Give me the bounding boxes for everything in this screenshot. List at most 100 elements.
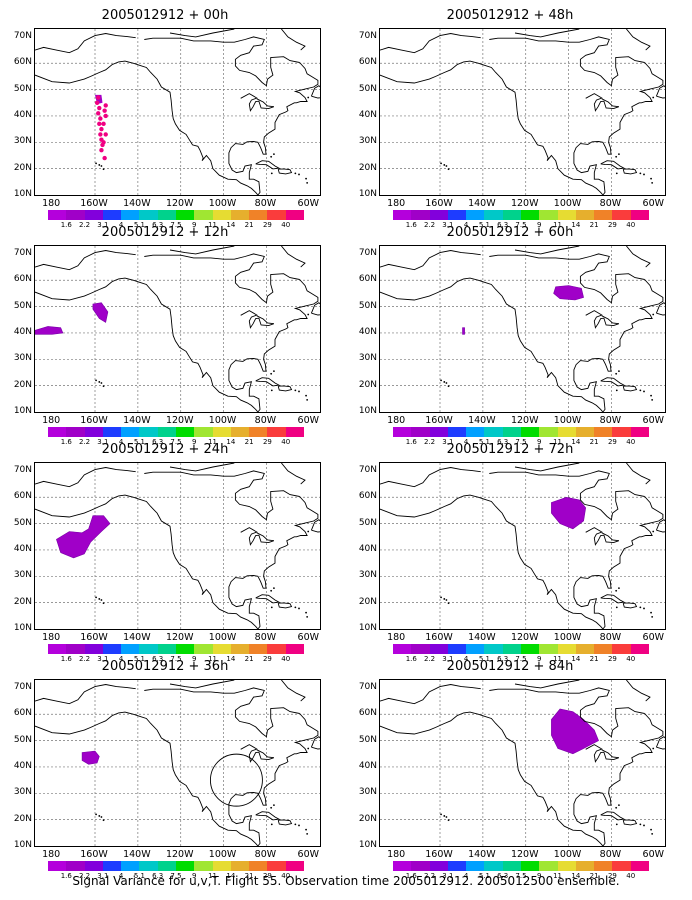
island bbox=[270, 389, 273, 392]
island bbox=[102, 819, 105, 822]
colorbar-label: 14 bbox=[571, 872, 581, 880]
colorbar-swatch bbox=[139, 427, 158, 437]
colorbar-swatch bbox=[66, 644, 85, 654]
lon-label: 100W bbox=[208, 632, 237, 643]
lon-label: 160W bbox=[80, 415, 108, 426]
island bbox=[447, 819, 450, 822]
island bbox=[652, 96, 655, 99]
lon-label: 60W bbox=[297, 632, 320, 643]
lat-label: 50N bbox=[358, 517, 377, 528]
colorbar-label: 9 bbox=[192, 221, 197, 229]
colorbar-swatch bbox=[393, 210, 412, 220]
coastline bbox=[600, 811, 626, 821]
colorbar-label: 14 bbox=[571, 655, 581, 663]
colorbar-label: 2.2 bbox=[423, 655, 436, 663]
coastline bbox=[35, 494, 259, 629]
colorbar-swatch bbox=[230, 644, 250, 654]
island bbox=[615, 389, 618, 392]
island bbox=[615, 155, 618, 158]
island bbox=[650, 394, 652, 397]
map-panel: 2005012912 + 36h 70N 60N 50N 40N 30N 20N 10N 180… bbox=[0, 659, 330, 880]
variance-area bbox=[56, 515, 111, 559]
colorbar-swatch bbox=[575, 210, 595, 220]
lon-label: 180 bbox=[42, 198, 61, 209]
colorbar-label: 9 bbox=[537, 438, 542, 446]
colorbar-swatch bbox=[411, 644, 430, 654]
colorbar bbox=[393, 210, 649, 220]
colorbar-label: 5.1 bbox=[478, 872, 490, 880]
variance-point bbox=[99, 148, 104, 153]
lat-label: 10N bbox=[358, 840, 377, 850]
island bbox=[639, 172, 642, 175]
coastline bbox=[228, 62, 319, 195]
lon-label: 80W bbox=[254, 849, 277, 860]
coastline bbox=[240, 527, 275, 546]
map-panel: 2005012912 + 00h 70N 60N 50N 40N 30N 20N 10N 180… bbox=[0, 8, 330, 229]
colorbar-label: 21 bbox=[589, 438, 599, 446]
colorbar-label: 3.1 bbox=[442, 221, 454, 229]
lat-label: 40N bbox=[13, 760, 32, 771]
colorbar-label: 40 bbox=[281, 438, 291, 446]
island bbox=[618, 587, 620, 590]
colorbar-swatch bbox=[502, 861, 521, 871]
coastline bbox=[626, 246, 651, 268]
variance-area bbox=[92, 302, 109, 323]
lat-label: 60N bbox=[358, 57, 377, 68]
colorbar-label: 9 bbox=[537, 655, 542, 663]
lat-label: 10N bbox=[13, 623, 32, 633]
map-panel: 2005012912 + 48h 70N 60N 50N 40N 30N 20N 10N 180… bbox=[345, 8, 675, 229]
coastline bbox=[626, 29, 651, 51]
lon-label: 80W bbox=[599, 632, 622, 643]
colorbar-swatch bbox=[557, 644, 576, 654]
lon-label: 100W bbox=[208, 198, 237, 209]
colorbar-label: 2.2 bbox=[423, 872, 436, 880]
coastline bbox=[573, 496, 664, 629]
variance-point bbox=[98, 132, 103, 137]
colorbar-label: 11 bbox=[553, 872, 563, 880]
island bbox=[100, 599, 103, 601]
variance-point bbox=[97, 121, 102, 127]
lon-label: 180 bbox=[42, 415, 61, 426]
island bbox=[440, 162, 442, 165]
lat-label: 30N bbox=[13, 787, 32, 798]
coastline bbox=[622, 385, 638, 392]
colorbar-swatch bbox=[121, 644, 140, 654]
lat-label: 10N bbox=[358, 189, 377, 199]
colorbar-swatch bbox=[502, 644, 521, 654]
colorbar-label: 2.2 bbox=[423, 221, 436, 229]
colorbar-swatch bbox=[466, 644, 485, 654]
lat-label: 20N bbox=[358, 379, 377, 390]
lat-label: 20N bbox=[13, 813, 32, 824]
colorbar-swatch bbox=[175, 644, 195, 654]
island bbox=[270, 606, 273, 609]
colorbar-swatch bbox=[102, 861, 122, 871]
lon-label: 180 bbox=[42, 849, 61, 860]
colorbar-label: 5.1 bbox=[133, 655, 145, 663]
colorbar-swatch bbox=[575, 861, 595, 871]
colorbar-label: 6.3 bbox=[152, 438, 164, 446]
island bbox=[100, 816, 103, 818]
colorbar-swatch bbox=[612, 861, 631, 871]
map-panel: 2005012912 + 72h 70N 60N 50N 40N 30N 20N 10N 180… bbox=[345, 442, 675, 663]
lon-label: 60W bbox=[297, 849, 320, 860]
lon-label: 60W bbox=[642, 415, 665, 426]
panel-title: 2005012912 + 36h bbox=[101, 659, 229, 674]
colorbar-swatch bbox=[267, 861, 286, 871]
colorbar-label: 29 bbox=[262, 438, 272, 446]
coastline bbox=[255, 594, 281, 604]
colorbar-label: 11 bbox=[208, 655, 218, 663]
island bbox=[643, 824, 645, 827]
island bbox=[639, 606, 642, 609]
colorbar-swatch bbox=[121, 861, 140, 871]
island bbox=[639, 389, 642, 392]
colorbar-swatch bbox=[447, 427, 467, 437]
colorbar-swatch bbox=[502, 210, 521, 220]
island bbox=[643, 607, 645, 610]
panel-title: 2005012912 + 12h bbox=[101, 225, 229, 240]
lon-label: 120W bbox=[165, 632, 194, 643]
colorbar-label: 14 bbox=[571, 438, 581, 446]
coastline bbox=[144, 36, 300, 87]
coastline bbox=[310, 85, 320, 99]
variance-area bbox=[462, 327, 465, 335]
island bbox=[100, 382, 103, 384]
